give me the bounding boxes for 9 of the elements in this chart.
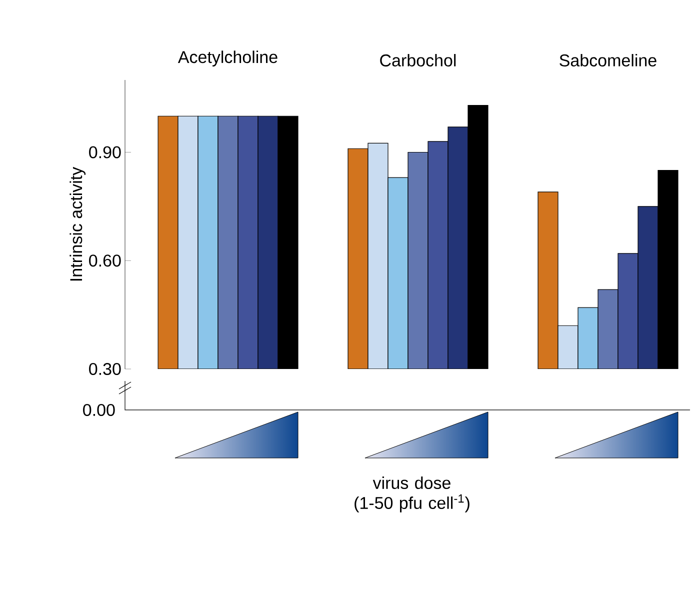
text: 0.00 <box>83 404 115 416</box>
x-tick-label: Sabcomeline <box>560 54 656 66</box>
y-tick-label: 0.90 <box>89 146 121 158</box>
x-tick-label: Acetylcholine <box>178 50 278 66</box>
y-axis-title: Intrinsic activity <box>70 166 86 281</box>
y-tick-label: 0.60 <box>89 254 121 267</box>
y-tick-label: 0.30 <box>89 362 121 376</box>
text: virus dose (1-50 pfu cell$^{-1}$) <box>354 476 470 512</box>
x-tick-label: Carbochol <box>380 54 456 66</box>
